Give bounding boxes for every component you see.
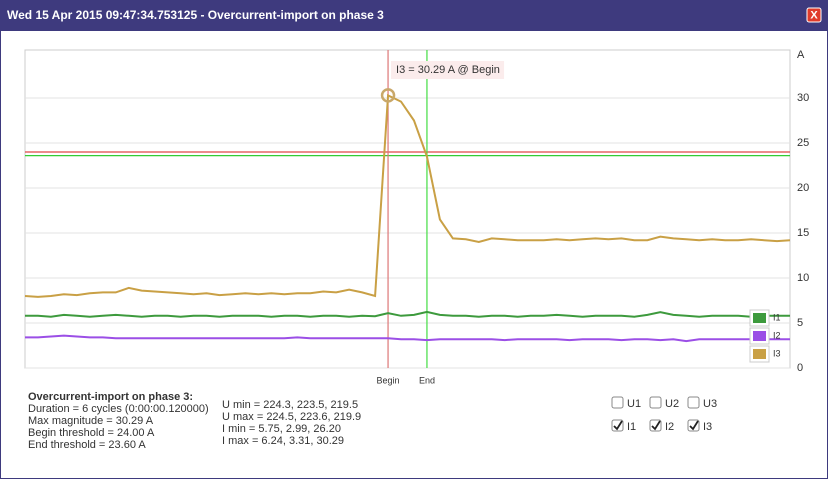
details-line: Max magnitude = 30.29 A <box>28 415 154 427</box>
y-tick-label: 5 <box>797 317 803 329</box>
checkbox-label[interactable]: U3 <box>703 398 717 410</box>
checkbox-label[interactable]: I2 <box>665 421 674 433</box>
details-line: Begin threshold = 24.00 A <box>28 427 155 439</box>
checkmark[interactable] <box>689 420 699 431</box>
stats-line: U max = 224.5, 223.6, 219.9 <box>222 411 361 423</box>
title-bar <box>0 0 828 31</box>
marker-label: Begin <box>377 375 400 385</box>
checkbox-label[interactable]: I1 <box>627 421 636 433</box>
peak-marker <box>380 88 396 103</box>
checkbox[interactable] <box>649 396 662 409</box>
y-tick-label: 10 <box>797 272 809 284</box>
legend-label: I3 <box>773 348 781 358</box>
legend-label: I1 <box>773 312 781 322</box>
legend-swatch <box>753 331 766 341</box>
y-tick-label: 15 <box>797 227 809 239</box>
y-tick-label: 25 <box>797 137 809 149</box>
close-box[interactable] <box>806 7 822 23</box>
checkmark[interactable] <box>651 420 661 431</box>
series-line <box>25 334 790 343</box>
annotation-box <box>391 61 505 79</box>
details-line: Duration = 6 cycles (0:00:00.120000) <box>28 403 209 415</box>
checkbox-label[interactable]: U2 <box>665 398 679 410</box>
close-label[interactable]: X <box>810 9 818 21</box>
y-tick-label: 0 <box>797 362 803 374</box>
legend-label: I2 <box>773 330 781 340</box>
details-heading: Overcurrent-import on phase 3: <box>28 391 193 403</box>
y-tick-label: 30 <box>797 92 809 104</box>
checkmark[interactable] <box>613 420 623 431</box>
series-line <box>24 93 791 298</box>
stats-line: I min = 5.75, 2.99, 26.20 <box>222 423 341 435</box>
dialog-title: Wed 15 Apr 2015 09:47:34.753125 - Overcu… <box>7 8 384 22</box>
series-line <box>25 310 790 318</box>
checkbox[interactable] <box>687 396 700 409</box>
close-button[interactable]: X <box>806 7 822 23</box>
checkbox[interactable] <box>611 396 624 409</box>
stats-line: U min = 224.3, 223.5, 219.5 <box>222 399 358 411</box>
legend-swatch <box>753 349 766 359</box>
legend-swatch <box>753 313 766 323</box>
y-tick-label: 20 <box>797 182 809 194</box>
y-axis-label: A <box>797 49 805 61</box>
details-line: End threshold = 23.60 A <box>28 439 146 451</box>
stats-line: I max = 6.24, 3.31, 30.29 <box>222 435 344 447</box>
marker-label: End <box>419 375 435 385</box>
checkbox-label[interactable]: I3 <box>703 421 712 433</box>
checkbox-label[interactable]: U1 <box>627 398 641 410</box>
annotation-text: I3 = 30.29 A @ Begin <box>396 64 500 76</box>
